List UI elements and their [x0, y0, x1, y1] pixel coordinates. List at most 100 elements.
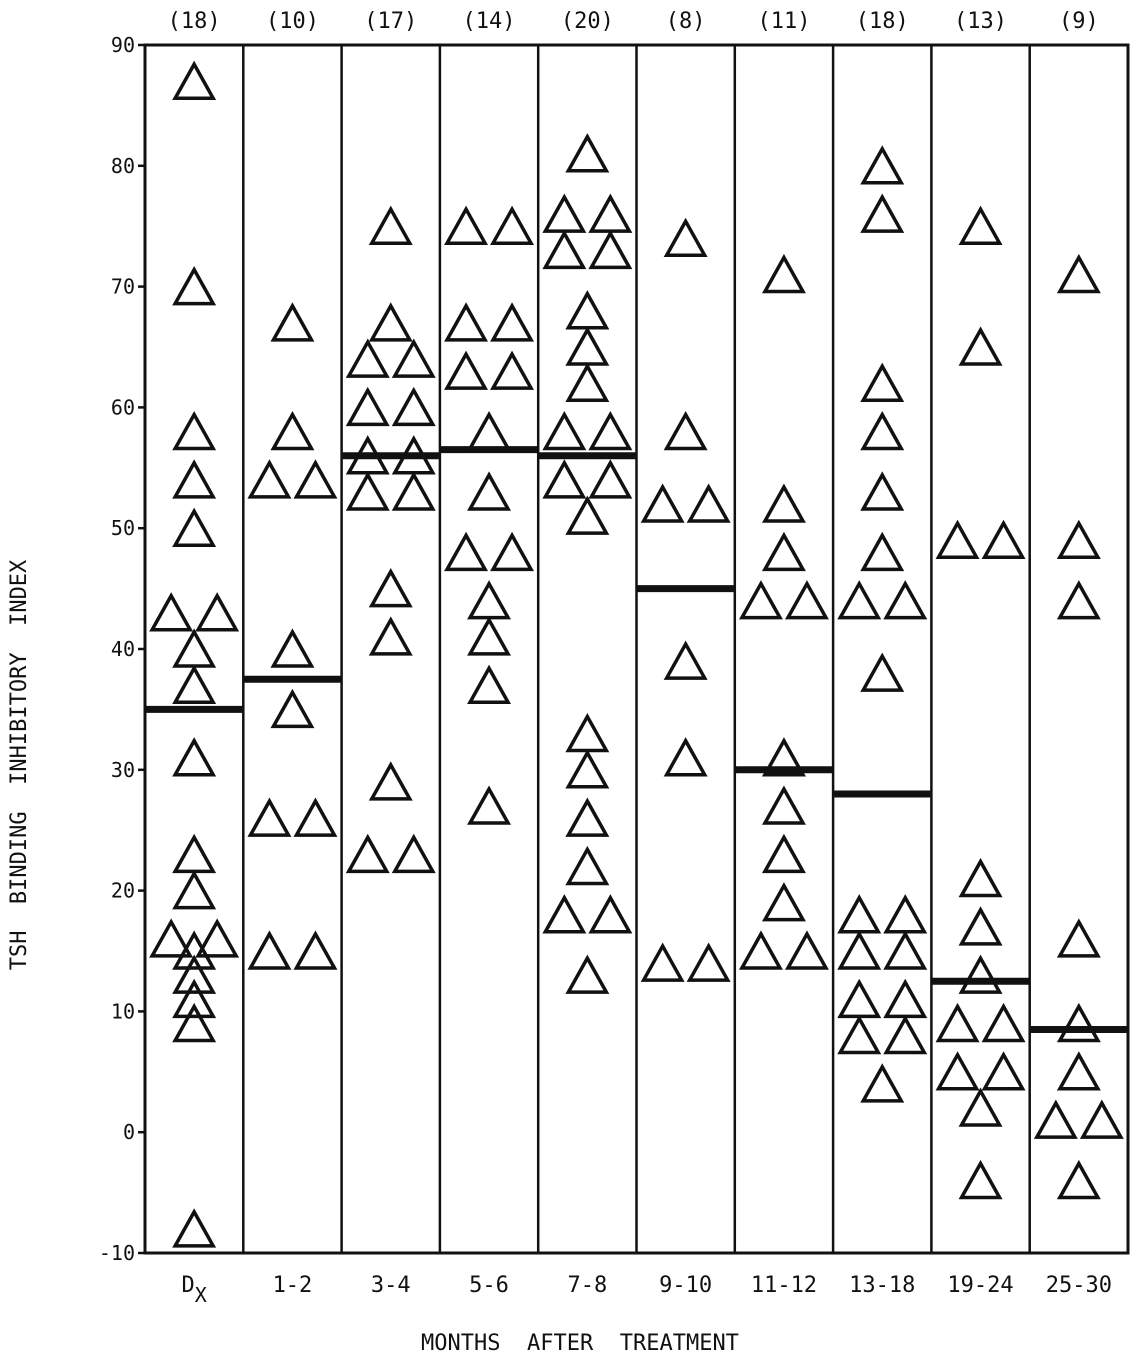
data-point — [860, 410, 905, 451]
category-count: (13) — [954, 9, 1007, 34]
data-point — [270, 628, 315, 668]
mean-lines — [146, 446, 1127, 1034]
data-point — [663, 640, 708, 680]
data-point — [195, 918, 240, 958]
data-point — [490, 205, 535, 245]
data-point — [345, 833, 390, 874]
data-point — [1033, 1099, 1078, 1139]
data-point — [761, 483, 806, 523]
data-point — [761, 785, 806, 825]
y-tick-label: 40 — [111, 637, 135, 661]
data-point — [444, 350, 489, 390]
data-point — [837, 930, 882, 970]
category-count: (18) — [168, 9, 221, 34]
data-point — [172, 410, 217, 451]
category-label: 11-12 — [751, 1273, 817, 1298]
data-point — [293, 797, 338, 837]
data-point — [293, 459, 338, 499]
data-point — [565, 290, 610, 330]
data-point — [270, 410, 315, 451]
category-label: 5-6 — [469, 1273, 509, 1298]
data-point — [444, 302, 489, 342]
data-point — [935, 1051, 980, 1091]
data-point — [270, 302, 315, 342]
y-tick-label: 10 — [111, 999, 135, 1023]
data-point — [195, 592, 240, 632]
y-tick-label: 80 — [111, 154, 135, 178]
y-tick-label: 90 — [111, 33, 135, 57]
category-label: 25-30 — [1046, 1273, 1112, 1298]
data-point — [958, 906, 1003, 946]
data-point — [738, 580, 783, 620]
data-point — [935, 519, 980, 560]
data-point — [761, 882, 806, 922]
data-point — [958, 1087, 1003, 1127]
data-point — [981, 519, 1026, 560]
data-point — [467, 410, 512, 451]
data-point — [490, 531, 535, 572]
data-point — [345, 338, 390, 378]
data-point — [542, 894, 587, 934]
data-point — [467, 471, 512, 511]
data-point — [1056, 519, 1101, 560]
data-point — [172, 978, 217, 1019]
data-point — [981, 1051, 1026, 1091]
data-point — [172, 737, 217, 777]
data-point — [837, 894, 882, 934]
data-point — [640, 942, 685, 982]
data-point — [542, 410, 587, 451]
y-tick-label: 50 — [111, 516, 135, 540]
data-point — [958, 326, 1003, 366]
data-point — [640, 483, 685, 523]
data-point — [172, 664, 217, 704]
data-point — [565, 845, 610, 886]
data-point — [565, 749, 610, 789]
data-point — [149, 918, 194, 958]
data-point — [565, 712, 610, 753]
data-point — [542, 193, 587, 233]
data-point — [883, 580, 928, 620]
category-count: (8) — [666, 9, 706, 34]
data-point — [247, 459, 292, 499]
data-point — [837, 580, 882, 620]
data-point — [391, 471, 436, 511]
data-point — [172, 507, 217, 547]
data-point — [663, 217, 708, 258]
data-point — [368, 568, 413, 608]
data-point — [172, 1002, 217, 1043]
category-count: (20) — [561, 9, 614, 34]
data-point — [883, 930, 928, 970]
data-point — [761, 253, 806, 294]
category-label: 9-10 — [659, 1273, 712, 1298]
data-point — [1056, 253, 1101, 294]
data-point — [172, 266, 217, 306]
data-point — [837, 978, 882, 1019]
data-point — [588, 410, 633, 451]
data-point — [467, 616, 512, 656]
data-point — [172, 60, 217, 100]
data-point — [883, 978, 928, 1019]
data-point — [565, 362, 610, 402]
data-point — [686, 483, 731, 523]
data-point — [761, 737, 806, 777]
category-label: 3-4 — [371, 1273, 411, 1298]
data-point — [542, 459, 587, 499]
data-point — [247, 930, 292, 970]
data-point — [565, 797, 610, 837]
y-tick-label: 0 — [123, 1120, 135, 1144]
data-point — [958, 205, 1003, 245]
data-point — [1056, 1051, 1101, 1091]
category-label: 7-8 — [567, 1273, 607, 1298]
data-point — [860, 145, 905, 185]
data-point — [368, 761, 413, 801]
data-point — [172, 1208, 217, 1248]
data-point — [588, 229, 633, 270]
data-point — [784, 580, 829, 620]
plot-frame — [143, 43, 1130, 1255]
data-point — [391, 435, 436, 475]
x-axis-label: MONTHS AFTER TREATMENT — [421, 1331, 739, 1356]
y-tick-label: -10 — [99, 1241, 135, 1265]
data-point — [981, 1002, 1026, 1043]
data-point — [588, 894, 633, 934]
